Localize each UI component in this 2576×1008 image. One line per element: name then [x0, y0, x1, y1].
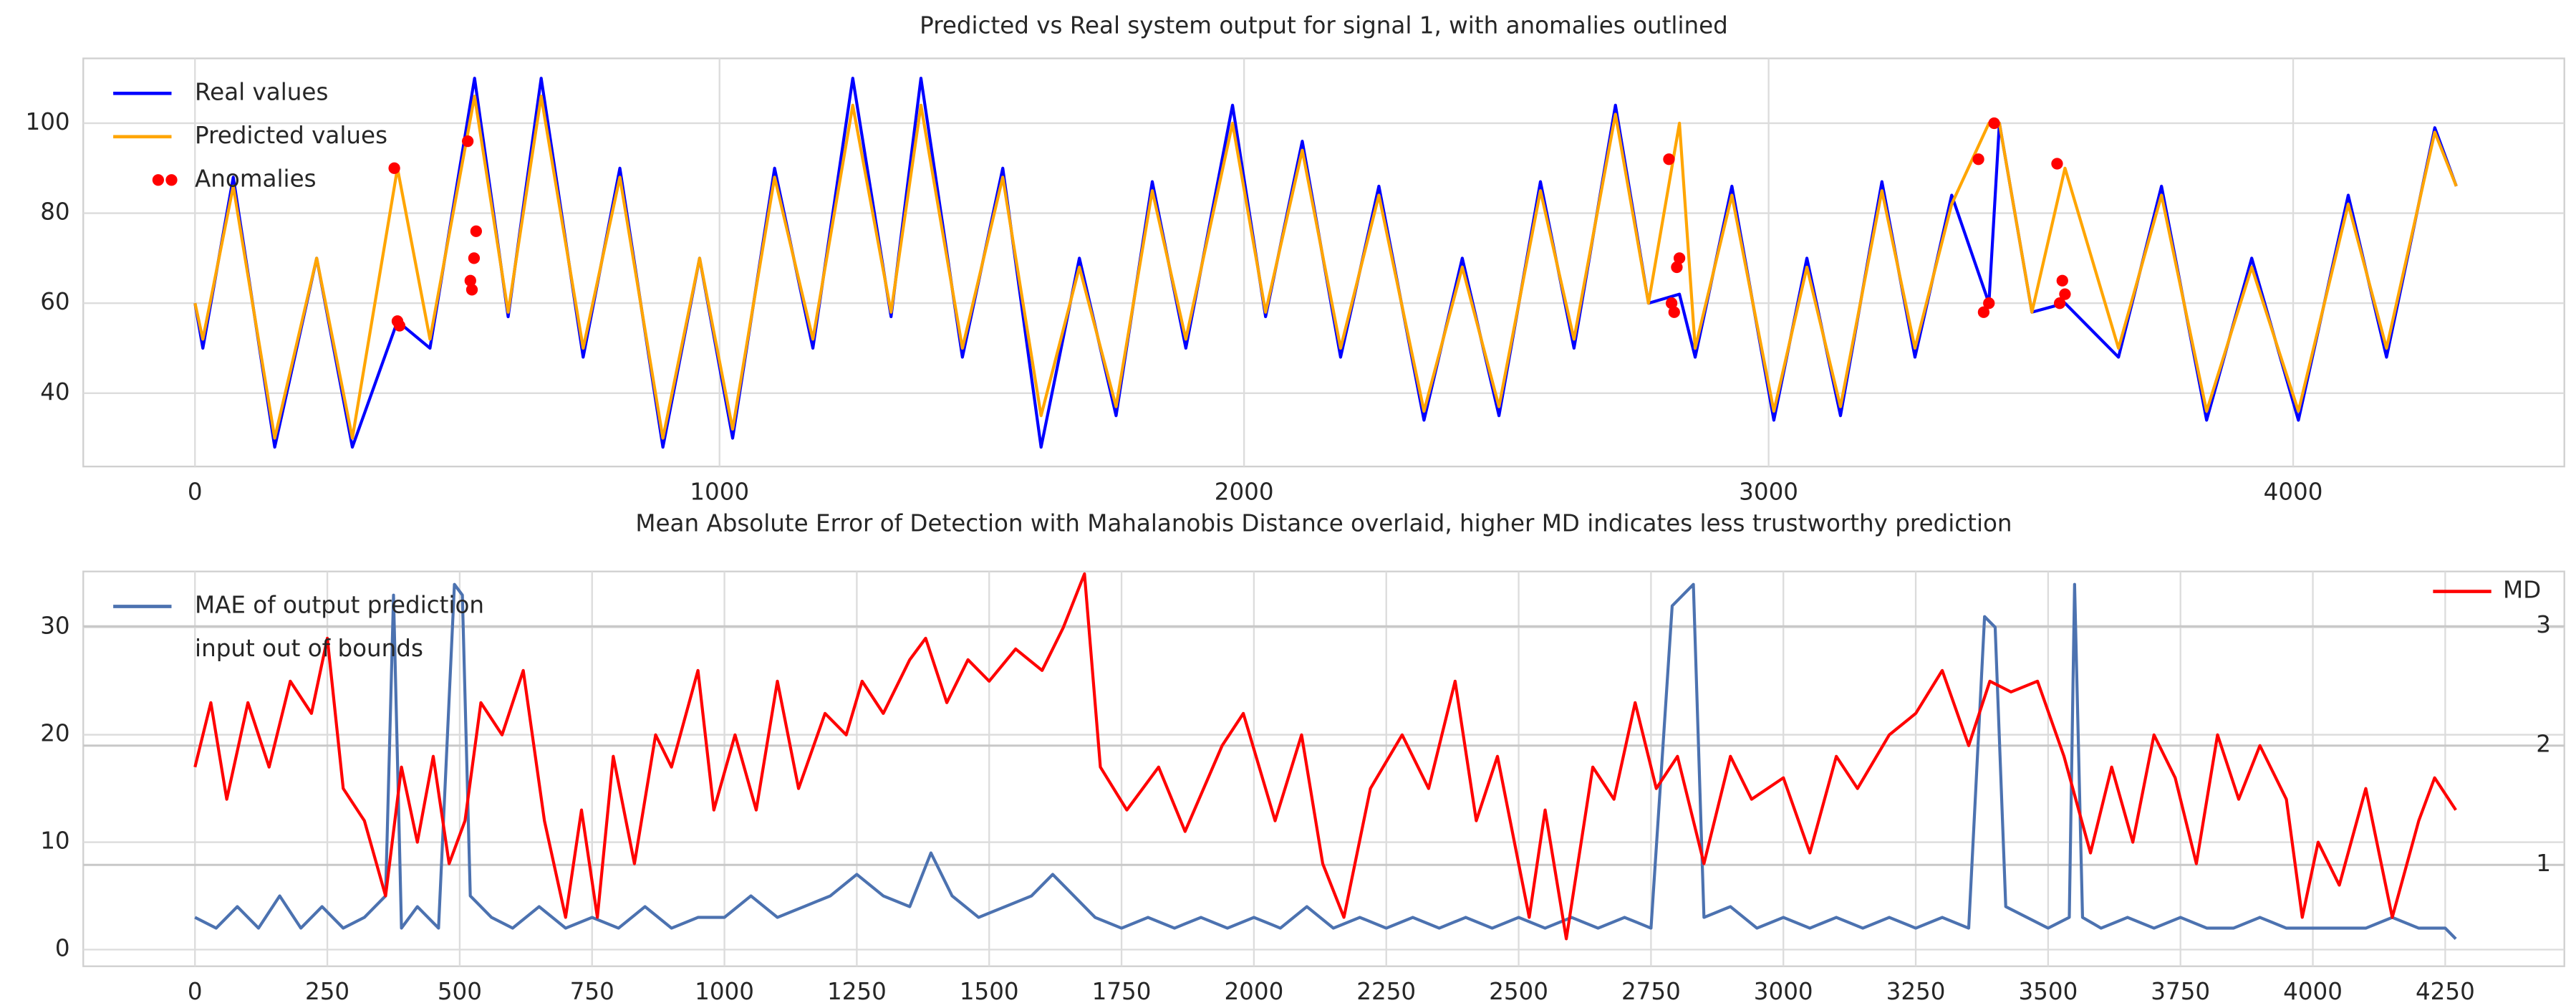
legend-label: MD: [2503, 577, 2541, 604]
anomaly-point: [1671, 261, 1683, 274]
y-tick-label: 10: [40, 827, 69, 855]
x-tick-label: 1000: [695, 978, 754, 1005]
anomaly-point: [2056, 274, 2068, 287]
anomaly-point: [470, 225, 482, 237]
anomaly-point: [1673, 252, 1686, 264]
y-tick-label: 80: [40, 198, 69, 226]
anomaly-point: [1988, 117, 2000, 130]
anomaly-point: [462, 135, 474, 148]
x-tick-label: 3250: [1886, 978, 1946, 1005]
anomaly-point: [1663, 153, 1675, 165]
anomaly-point: [388, 162, 400, 174]
y-tick-label: 0: [55, 934, 70, 961]
x-tick-label: 3500: [2018, 978, 2078, 1005]
legend-label: Anomalies: [195, 165, 317, 192]
x-tick-label: 1500: [960, 978, 1019, 1005]
x-tick-label: 2000: [1224, 978, 1283, 1005]
y-tick-label: 100: [26, 108, 70, 135]
x-tick-label: 500: [438, 978, 482, 1005]
y2-tick-label: 1: [2536, 850, 2551, 877]
plot-area: [82, 570, 2565, 967]
x-tick-label: 2250: [1356, 978, 1416, 1005]
y-tick-label: 40: [40, 378, 69, 405]
x-tick-label: 2750: [1621, 978, 1681, 1005]
anomaly-point: [2059, 288, 2071, 300]
chart-title: Predicted vs Real system output for sign…: [920, 11, 1728, 39]
anomaly-point: [2051, 158, 2063, 170]
x-tick-label: 250: [305, 978, 349, 1005]
anomaly-point: [1983, 297, 1995, 309]
x-tick-label: 3000: [1754, 978, 1813, 1005]
y2-tick-label: 2: [2536, 731, 2551, 758]
series-line: [193, 572, 2457, 941]
annotation: input out of bounds: [195, 635, 423, 662]
x-tick-label: 2000: [1215, 478, 1274, 505]
chart-title: Mean Absolute Error of Detection with Ma…: [635, 510, 2012, 537]
legend-label: MAE of output prediction: [195, 591, 484, 618]
anomaly-point: [465, 284, 478, 296]
x-tick-label: 1000: [690, 478, 749, 505]
y-tick-label: 30: [40, 613, 69, 640]
anomaly-point: [1977, 306, 1990, 318]
x-tick-label: 750: [570, 978, 614, 1005]
anomaly-point: [1665, 297, 1678, 309]
series-line: [193, 95, 2458, 440]
anomaly-point: [1668, 306, 1680, 318]
x-tick-label: 0: [188, 478, 203, 505]
x-tick-label: 4250: [2416, 978, 2475, 1005]
anomaly-point: [393, 320, 406, 332]
series-line: [194, 582, 2457, 940]
anomaly-point: [464, 274, 476, 287]
x-tick-label: 4000: [2264, 478, 2323, 505]
x-tick-label: 3000: [1739, 478, 1798, 505]
legend-handle: [152, 174, 165, 186]
anomaly-point: [468, 252, 481, 264]
x-tick-label: 2500: [1489, 978, 1548, 1005]
y-tick-label: 20: [40, 720, 69, 747]
legend-label: Predicted values: [195, 122, 387, 149]
legend-label: Real values: [195, 78, 328, 105]
x-tick-label: 0: [188, 978, 203, 1005]
y2-tick-label: 3: [2536, 611, 2551, 638]
anomaly-point: [2053, 297, 2066, 309]
anomaly-point: [1972, 153, 1984, 165]
legend-handle: [165, 174, 178, 186]
x-tick-label: 1750: [1092, 978, 1152, 1005]
x-tick-label: 4000: [2283, 978, 2343, 1005]
x-tick-label: 1250: [827, 978, 887, 1005]
x-tick-label: 3750: [2151, 978, 2210, 1005]
y-tick-label: 60: [40, 288, 69, 315]
